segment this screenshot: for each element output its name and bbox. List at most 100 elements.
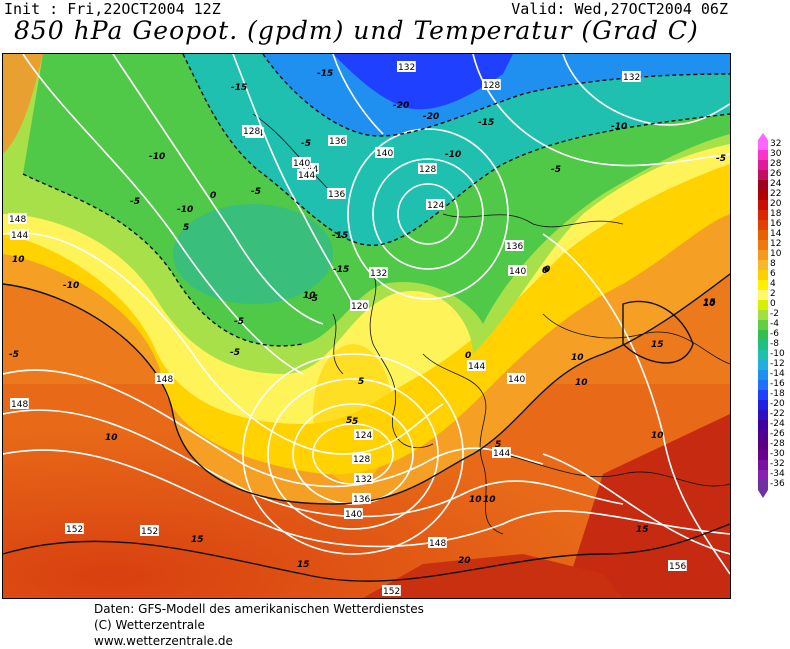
temperature-label: -15 [478,118,494,128]
legend-label: -34 [770,469,785,479]
geopotential-label-bg [8,213,27,224]
legend-row: -18 [754,389,790,400]
temperature-label: -5 [234,317,244,327]
geopotential-label-bg [426,199,445,210]
legend-swatch [758,340,768,350]
legend-row: 4 [754,279,790,290]
geopotential-label: 128 [483,81,500,91]
legend-label: -24 [770,419,785,429]
temperature-label: 5 [346,416,352,426]
geopotential-label-bg [352,493,371,504]
legend-swatch [758,220,768,230]
temperature-label: -10 [611,122,627,132]
legend-swatch [758,180,768,190]
legend-row: 28 [754,159,790,170]
temperature-label: -5 [301,139,311,149]
legend-label: -12 [770,359,785,369]
legend-row: 24 [754,179,790,190]
legend-swatch [758,310,768,320]
legend-swatch [758,290,768,300]
geopotential-label-bg [354,473,373,484]
legend-swatch [758,390,768,400]
temperature-label: 5 [183,223,189,233]
geopotential-label-bg [155,373,174,384]
geopotential-label-bg [622,71,641,82]
legend-row: -28 [754,439,790,450]
temperature-label: -5 [251,187,261,197]
temperature-label: -10 [63,281,79,291]
geopotential-label-bg [352,453,371,464]
geopotential-label: 128 [353,455,370,465]
legend-swatch [758,450,768,460]
legend-swatch [758,470,768,480]
legend-label: 26 [770,169,782,179]
geopotential-label: 148 [11,400,28,410]
legend-label: -16 [770,379,785,389]
temperature-label: 10 [12,255,25,265]
weather-map-svg: 132 128 124 136 140 144 128 124 120 132 136 140 144 1… [3,54,730,598]
temperature-label: -5 [230,348,240,358]
geopotential-label-bg [467,360,486,371]
legend-label: 14 [770,229,782,239]
legend-label: -14 [770,369,785,379]
legend-label: 30 [770,149,782,159]
geopotential-label-bg [140,525,159,536]
geopotential-label: 132 [370,269,387,279]
temperature-label: -5 [308,294,318,304]
legend-swatch [758,410,768,420]
legend-row: 14 [754,229,790,240]
legend-row: 6 [754,269,790,280]
geopotential-label-bg [300,163,319,174]
temperature-label: -5 [551,165,561,175]
legend-swatch [758,170,768,180]
legend-swatch [758,240,768,250]
geopotential-label: 140 [376,149,393,159]
geopotential-label-bg [328,135,347,146]
temperature-label: 5 [352,417,358,427]
legend-swatch [758,330,768,340]
geopotential-label-bg [668,560,687,571]
legend-row: -26 [754,429,790,440]
legend-label: -20 [770,399,785,409]
temperature-label: -20 [423,112,439,122]
valid-time: Valid: Wed,27OCT2004 06Z [511,0,728,18]
legend-swatch [758,480,768,490]
legend-top-arrow [758,133,768,140]
legend-row: -36 [754,479,790,490]
legend-swatch [758,150,768,160]
legend-label: 4 [770,279,776,289]
legend-row: -20 [754,399,790,410]
legend-row: -10 [754,349,790,360]
temperature-label: -15 [333,265,349,275]
temperature-label: 10 [571,353,584,363]
geopotential-label: 148 [156,375,173,385]
legend-swatch [758,320,768,330]
geopotential-contours [3,54,730,575]
legend-label: -26 [770,429,785,439]
geopotential-label-bg [505,240,524,251]
temperature-label: 10 [703,299,716,309]
legend-label: -30 [770,449,785,459]
geopotential-label-bg [292,157,311,168]
legend-swatch [758,300,768,310]
geopotential-label-bg [382,585,401,596]
legend-swatch [758,140,768,150]
legend-row: -22 [754,409,790,420]
legend-label: 20 [770,199,782,209]
geopotential-label-bg [492,447,511,458]
legend-label: 8 [770,259,776,269]
legend-row: 26 [754,169,790,180]
geopotential-label: 144 [298,171,315,181]
temperature-label: 0 [544,265,550,275]
legend-row: -8 [754,339,790,350]
legend-swatch [758,350,768,360]
temperature-label: -10 [149,152,165,162]
temperature-label: 10 [651,431,664,441]
legend-row: 20 [754,199,790,210]
legend-swatch [758,210,768,220]
geopotential-label: 136 [506,242,523,252]
geopotential-label: 152 [383,587,400,597]
legend-row: 10 [754,249,790,260]
temperature-label: 10 [483,495,496,505]
geopotential-label-bg [507,373,526,384]
